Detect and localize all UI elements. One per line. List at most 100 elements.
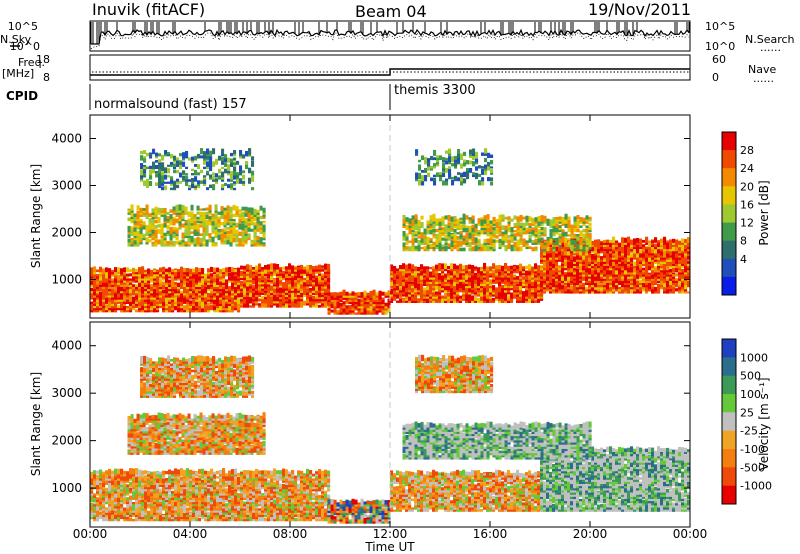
echo-cell bbox=[150, 284, 154, 287]
echo-cell bbox=[228, 267, 232, 273]
echo-cell bbox=[525, 243, 529, 247]
echo-cell bbox=[243, 290, 247, 293]
echo-cell bbox=[639, 285, 643, 292]
echo-cell bbox=[120, 295, 124, 298]
echo-cell bbox=[366, 306, 370, 311]
echo-cell bbox=[225, 267, 229, 273]
echo-cell bbox=[558, 255, 562, 260]
echo-cell bbox=[372, 308, 376, 311]
echo-cell bbox=[148, 234, 152, 239]
echo-cell bbox=[510, 233, 514, 237]
echo-cell bbox=[232, 225, 236, 230]
echo-cell bbox=[273, 293, 277, 298]
echo-cell bbox=[144, 299, 148, 304]
echo-cell bbox=[588, 262, 592, 267]
echo-cell bbox=[600, 286, 604, 290]
echo-cell bbox=[603, 275, 607, 279]
echo-cell bbox=[456, 292, 460, 295]
echo-cell bbox=[194, 164, 198, 167]
echo-cell bbox=[618, 286, 622, 290]
echo-cell bbox=[135, 268, 139, 273]
echo-cell bbox=[366, 309, 370, 313]
echo-cell bbox=[192, 272, 196, 277]
echo-cell bbox=[105, 297, 109, 300]
echo-cell bbox=[441, 222, 445, 226]
echo-cell bbox=[372, 295, 376, 298]
echo-cell bbox=[163, 220, 167, 224]
echo-cell bbox=[238, 217, 242, 224]
echo-cell bbox=[140, 150, 144, 155]
echo-cell bbox=[642, 267, 646, 271]
echo-cell bbox=[570, 259, 574, 262]
echo-cell bbox=[189, 273, 193, 277]
echo-cell bbox=[546, 253, 550, 258]
echo-cell bbox=[648, 240, 652, 243]
echo-cell bbox=[228, 286, 232, 292]
echo-cell bbox=[519, 268, 523, 272]
echo-cell bbox=[450, 229, 454, 233]
echo-cell bbox=[459, 263, 463, 270]
echo-cell bbox=[624, 256, 628, 260]
echo-cell bbox=[420, 275, 424, 278]
echo-cell bbox=[483, 239, 487, 243]
echo-cell bbox=[90, 302, 94, 306]
echo-cell bbox=[687, 273, 691, 277]
echo-cell bbox=[273, 301, 277, 304]
echo-cell bbox=[180, 292, 184, 296]
echo-cell bbox=[339, 298, 343, 302]
echo-cell bbox=[172, 206, 176, 211]
echo-cell bbox=[528, 225, 532, 228]
echo-cell bbox=[426, 244, 430, 250]
echo-cell bbox=[198, 291, 202, 294]
echo-cell bbox=[138, 273, 142, 277]
echo-cell bbox=[426, 229, 430, 235]
echo-cell bbox=[168, 272, 172, 277]
echo-cell bbox=[185, 166, 189, 170]
echo-cell bbox=[540, 243, 544, 250]
echo-cell bbox=[621, 252, 625, 256]
echo-cell bbox=[465, 232, 469, 237]
echo-cell bbox=[552, 287, 556, 292]
echo-cell bbox=[510, 244, 514, 250]
echo-cell bbox=[408, 218, 412, 224]
echo-cell bbox=[666, 247, 670, 252]
echo-cell bbox=[645, 263, 649, 266]
echo-cell bbox=[132, 287, 136, 294]
echo-cell bbox=[462, 293, 466, 297]
echo-cell bbox=[534, 234, 538, 239]
echo-cell bbox=[189, 279, 193, 283]
echo-cell bbox=[148, 213, 152, 217]
echo-cell bbox=[453, 239, 457, 243]
echo-cell bbox=[291, 265, 295, 270]
echo-cell bbox=[178, 214, 182, 220]
echo-cell bbox=[99, 293, 103, 298]
echo-cell bbox=[540, 294, 544, 299]
echo-cell bbox=[531, 219, 535, 222]
echo-cell bbox=[534, 239, 538, 243]
echo-cell bbox=[516, 291, 520, 295]
echo-cell bbox=[465, 288, 469, 293]
echo-cell bbox=[549, 222, 553, 228]
echo-cell bbox=[102, 287, 106, 292]
echo-cell bbox=[209, 161, 213, 165]
echo-cell bbox=[453, 222, 457, 226]
echo-cell bbox=[516, 224, 520, 228]
echo-cell bbox=[480, 274, 484, 278]
echo-cell bbox=[432, 222, 436, 226]
echo-cell bbox=[657, 291, 661, 294]
echo-cell bbox=[573, 246, 577, 250]
echo-cell bbox=[247, 214, 251, 217]
echo-cell bbox=[240, 300, 244, 304]
echo-cell bbox=[180, 297, 184, 302]
echo-cell bbox=[221, 153, 225, 157]
echo-cell bbox=[177, 274, 181, 279]
echo-cell bbox=[123, 306, 127, 311]
echo-cell bbox=[552, 265, 556, 269]
echo-cell bbox=[537, 216, 541, 220]
echo-cell bbox=[232, 237, 236, 243]
echo-cell bbox=[300, 288, 304, 291]
echo-cell bbox=[591, 289, 595, 294]
echo-cell bbox=[636, 285, 640, 290]
echo-cell bbox=[90, 272, 94, 277]
echo-cell bbox=[237, 293, 241, 296]
